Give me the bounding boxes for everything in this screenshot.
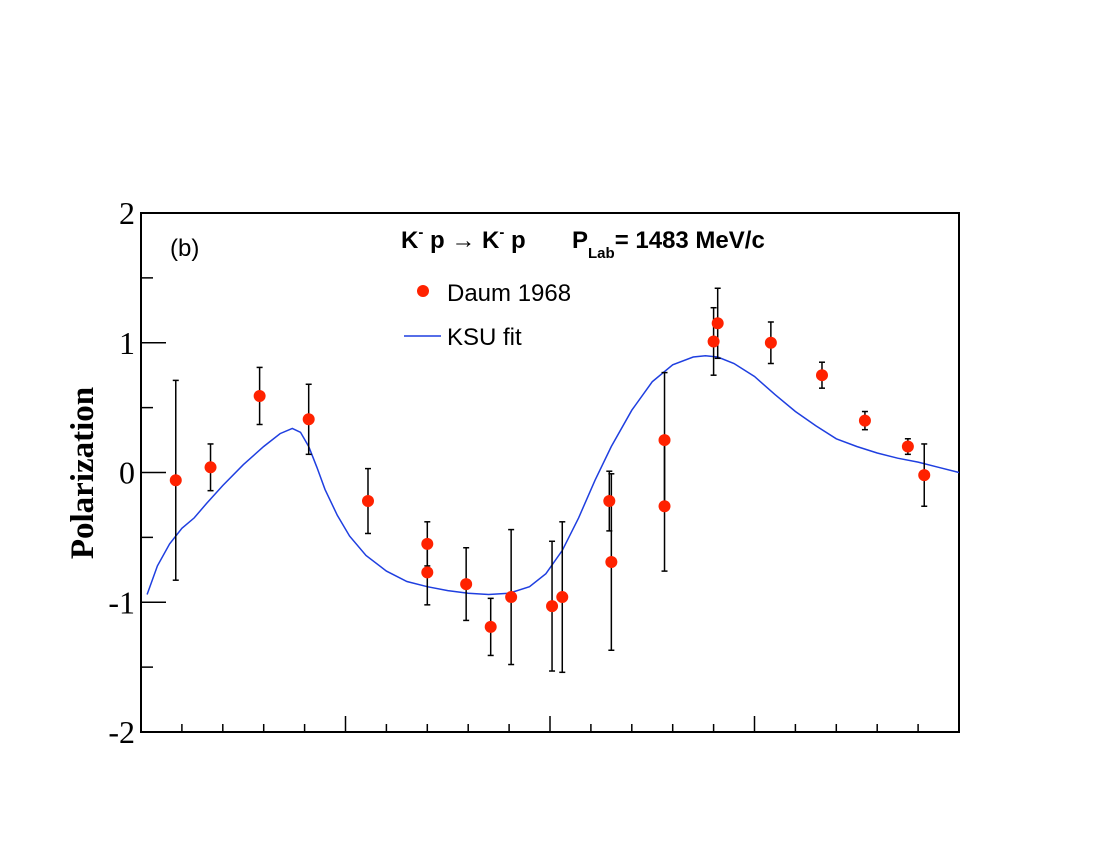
data-point [815, 369, 828, 382]
title-momentum-value: = 1483 MeV/c [615, 227, 765, 254]
data-point [361, 495, 374, 508]
title-arrow: → [451, 227, 475, 254]
data-point [556, 591, 569, 604]
data-point [546, 600, 559, 613]
data-point [460, 578, 473, 591]
title-lhs-charge: - [418, 224, 423, 241]
data-point [302, 413, 315, 426]
data-point [658, 434, 671, 447]
y-tick-labels: 2 1 0 -1 -2 [108, 195, 135, 750]
data-point [901, 440, 914, 453]
data-point [764, 336, 777, 349]
data-point [169, 474, 182, 487]
chart-momentum: PLab= 1483 MeV/c [572, 227, 765, 262]
data-point [484, 620, 497, 633]
ksu-fit-line [146, 354, 960, 596]
data-point [253, 389, 266, 402]
chart-title: K- p → K- p [401, 224, 526, 254]
daum-1968-data-layer [169, 287, 931, 674]
legend: Daum 1968 KSU fit [404, 280, 571, 351]
y-tick-label: 0 [119, 455, 135, 491]
ksu-fit-layer [146, 354, 960, 596]
data-point [605, 556, 618, 569]
data-point [858, 414, 871, 427]
title-momentum-symbol: P [572, 227, 588, 254]
axis-ticks [141, 212, 919, 733]
y-tick-label: 2 [119, 195, 135, 231]
title-rhs-target: p [504, 227, 525, 254]
panel-label: (b) [170, 235, 199, 262]
data-point [421, 566, 434, 579]
y-tick-label: 1 [119, 325, 135, 361]
data-point [707, 335, 720, 348]
y-tick-label: -2 [108, 714, 135, 750]
y-tick-label: -1 [108, 584, 135, 620]
data-point [711, 317, 724, 330]
title-lhs-target: p [423, 227, 451, 254]
data-point [505, 591, 518, 604]
legend-label-daum: Daum 1968 [447, 280, 571, 307]
data-point [421, 537, 434, 550]
y-axis-title: Polarization [65, 387, 101, 559]
title-rhs-particle: K [475, 227, 500, 254]
data-point [918, 469, 931, 482]
legend-marker-daum [417, 285, 429, 297]
data-point [204, 461, 217, 474]
data-point [658, 500, 671, 513]
legend-label-ksu: KSU fit [447, 324, 522, 351]
data-point [603, 495, 616, 508]
title-rhs-charge: - [499, 224, 504, 241]
title-lhs-particle: K [401, 227, 419, 254]
title-momentum-subscript: Lab [588, 245, 615, 262]
